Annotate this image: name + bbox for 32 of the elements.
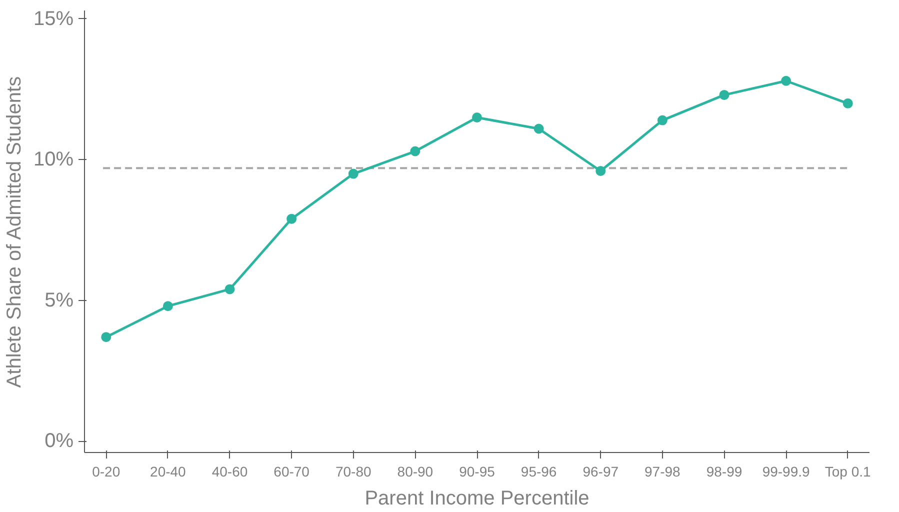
x-tick-label: 20-40 bbox=[150, 464, 186, 480]
point bbox=[534, 124, 544, 134]
y-axis-title: Athlete Share of Admitted Students bbox=[3, 76, 26, 388]
point bbox=[472, 112, 482, 122]
x-tick-label: 95-96 bbox=[520, 464, 557, 480]
y-tick-label: 15% bbox=[33, 8, 74, 30]
point bbox=[286, 214, 297, 224]
point bbox=[657, 115, 668, 126]
point bbox=[162, 301, 173, 312]
point bbox=[101, 332, 112, 342]
y-tick-label: 5% bbox=[44, 289, 74, 312]
point bbox=[719, 90, 730, 100]
point bbox=[781, 76, 792, 86]
x-tick-label: 98-99 bbox=[706, 464, 742, 480]
x-axis-title: Parent Income Percentile bbox=[364, 488, 590, 510]
x-tick-label: 90-95 bbox=[459, 464, 496, 480]
point bbox=[224, 284, 235, 294]
x-tick-label: 40-60 bbox=[212, 464, 248, 480]
x-tick-label: 99-99.9 bbox=[762, 464, 810, 480]
point bbox=[842, 98, 853, 108]
x-tick-label: 0-20 bbox=[92, 464, 120, 480]
y-tick-label: 0% bbox=[44, 430, 74, 452]
point bbox=[410, 146, 420, 156]
point bbox=[596, 166, 606, 176]
x-tick-label: 96-97 bbox=[582, 464, 619, 480]
x-tick-label: 70-80 bbox=[335, 464, 372, 480]
x-tick-label: 60-70 bbox=[274, 464, 310, 480]
x-tick-label: 80-90 bbox=[397, 464, 434, 480]
point bbox=[348, 168, 358, 179]
x-tick-label: 97-98 bbox=[644, 464, 681, 480]
y-tick-label: 10% bbox=[33, 148, 74, 171]
x-tick-label: Top 0.1 bbox=[824, 464, 872, 480]
